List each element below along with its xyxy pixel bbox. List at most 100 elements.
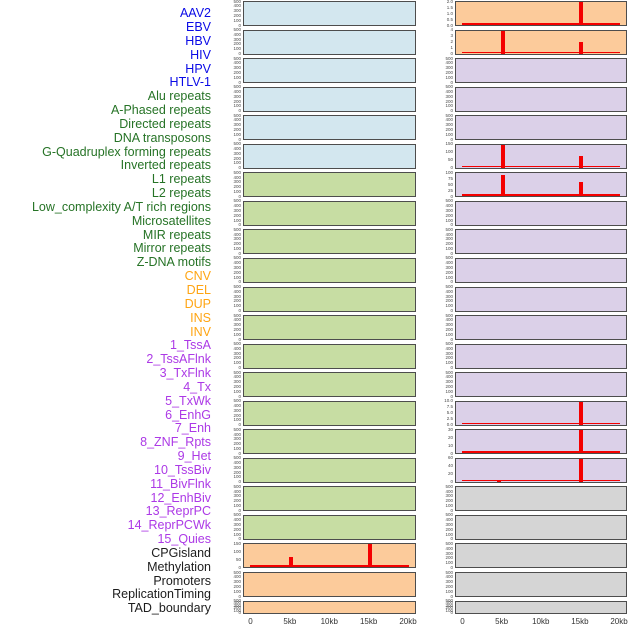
panel-mirror-repeats (243, 486, 416, 512)
y-tick-label: 200 (445, 384, 453, 390)
y-tick-label: 200 (233, 441, 241, 447)
y-tick-label: 500 (445, 198, 453, 204)
y-axis-14-reprpcwk: 30 20 10 0 (436, 427, 453, 456)
spike-cnv-15kb (367, 544, 372, 568)
spike-13-reprpc-15kb (578, 401, 583, 425)
y-tick-label: 200 (233, 98, 241, 104)
y-tick-label: 500 (445, 369, 453, 375)
y-tick-label: 200 (233, 355, 241, 361)
y-axis-2-tssaflnk: 500 400 300 200 100 0 (436, 84, 453, 113)
y-axis-ins: 2.0 1.5 1.0 0.5 0.0 (436, 0, 453, 28)
y-tick-label: 3 (450, 33, 453, 39)
y-axis-aav2: 500 400 300 200 100 0 (224, 0, 241, 28)
y-tick-label: 400 (445, 88, 453, 94)
y-tick-label: 400 (233, 345, 241, 351)
x-tick-label-5kb: 5kb (283, 616, 297, 626)
panel-replicationtiming (455, 572, 627, 597)
x-tick-label-10kb: 10kb (320, 616, 338, 626)
y-tick-label: 200 (233, 212, 241, 218)
y-tick-label: 100 (445, 503, 453, 509)
y-tick-label: 200 (233, 298, 241, 304)
y-axis-alu-repeats: 500 400 300 200 100 0 (224, 169, 241, 199)
y-axis-l1-repeats: 500 400 300 200 100 0 (224, 341, 241, 370)
y-tick-label: 100 (445, 74, 453, 80)
y-tick-label: 100 (233, 217, 241, 223)
y-axis-hbv: 500 400 300 200 100 0 (224, 56, 241, 85)
x-tick-label-15kb: 15kb (571, 616, 589, 626)
y-axis-microsatellites: 500 400 300 200 100 0 (224, 427, 241, 456)
x-tick-label-0: 0 (248, 616, 253, 626)
y-tick-label: 100 (445, 246, 453, 252)
y-tick-label: 500 (233, 255, 241, 261)
y-tick-label: 500 (233, 141, 241, 147)
row-label-tad-boundary: TAD_boundary (127, 601, 211, 616)
panel-11-bivflnk (455, 343, 627, 369)
y-axis-mirror-repeats: 500 400 300 200 100 0 (224, 483, 241, 513)
y-tick-label: 60 (447, 455, 453, 461)
y-tick-label: 300 (233, 602, 241, 608)
y-tick-label: 400 (233, 203, 241, 209)
y-tick-label: 2 (450, 39, 453, 45)
y-tick-label: 500 (233, 84, 241, 90)
y-tick-label: 400 (233, 431, 241, 437)
y-tick-label: 0 (238, 22, 241, 28)
y-axis-9-het: 500 400 300 200 100 0 (436, 284, 453, 313)
y-tick-label: 100 (233, 188, 241, 194)
panel-alu-repeats (243, 172, 416, 198)
y-tick-label: 0 (238, 593, 241, 599)
spike-inv-5kb (500, 30, 505, 54)
y-tick-label: 20 (447, 434, 453, 440)
y-tick-label: 300 (233, 521, 241, 527)
y-axis-directed-repeats: 500 400 300 200 100 0 (224, 227, 241, 256)
y-tick-label: 500 (233, 169, 241, 175)
row-label-cnv: CNV (184, 269, 211, 284)
y-tick-label: 500 (445, 84, 453, 90)
panel-dna-transposons (243, 257, 416, 283)
y-tick-label: 500 (233, 455, 241, 461)
y-tick-label: 400 (445, 488, 453, 494)
row-label-methylation: Methylation (147, 559, 211, 574)
y-tick-label: 500 (233, 483, 241, 489)
y-tick-label: 100 (233, 160, 241, 166)
y-tick-label: 40 (447, 463, 453, 469)
y-tick-label: 500 (445, 569, 453, 575)
y-tick-label: 200 (445, 69, 453, 75)
panel-inv (455, 29, 627, 55)
y-tick-label: 200 (233, 269, 241, 275)
y-tick-label: 100 (233, 74, 241, 80)
y-tick-label: 300 (445, 122, 453, 128)
y-tick-label: 25 (447, 187, 453, 193)
x-tick-label-20kb: 20kb (399, 616, 417, 626)
y-tick-label: 400 (445, 545, 453, 551)
y-tick-label: 0 (450, 222, 453, 228)
spike-5-txwk-15kb (578, 182, 583, 197)
y-tick-label: 100 (233, 303, 241, 309)
x-tick-label-5kb: 5kb (495, 616, 509, 626)
row-label-1-tssa: 1_TssA (170, 338, 211, 353)
spike-5-txwk-5kb (500, 174, 505, 197)
y-tick-label: 300 (233, 579, 241, 585)
y-tick-label: 100 (233, 331, 241, 337)
x-tick-label-15kb: 15kb (359, 616, 378, 626)
y-tick-label: 400 (445, 517, 453, 523)
y-tick-label: 0 (450, 450, 453, 456)
y-tick-label: 400 (233, 88, 241, 94)
y-tick-label: 200 (233, 41, 241, 47)
y-tick-label: 0 (238, 393, 241, 399)
y-tick-label: 0 (238, 222, 241, 228)
y-tick-label: 200 (233, 241, 241, 247)
y-tick-label: 100 (233, 417, 241, 423)
y-tick-label: 100 (233, 46, 241, 52)
panel-ebv (243, 29, 416, 55)
panel-14-reprpcwk (455, 429, 627, 455)
y-tick-label: 7.5 (446, 404, 453, 410)
y-tick-label: 500 (233, 569, 241, 575)
row-label-dup: DUP (184, 296, 211, 311)
panel-aav2 (243, 1, 416, 26)
row-label-ins: INS (190, 310, 211, 325)
panel-mir-repeats (243, 457, 416, 483)
y-tick-label: 400 (445, 345, 453, 351)
y-axis-10-tssbiv: 500 400 300 200 100 0 (436, 313, 453, 342)
y-axis-4-tx: 150 100 50 0 (436, 141, 453, 170)
